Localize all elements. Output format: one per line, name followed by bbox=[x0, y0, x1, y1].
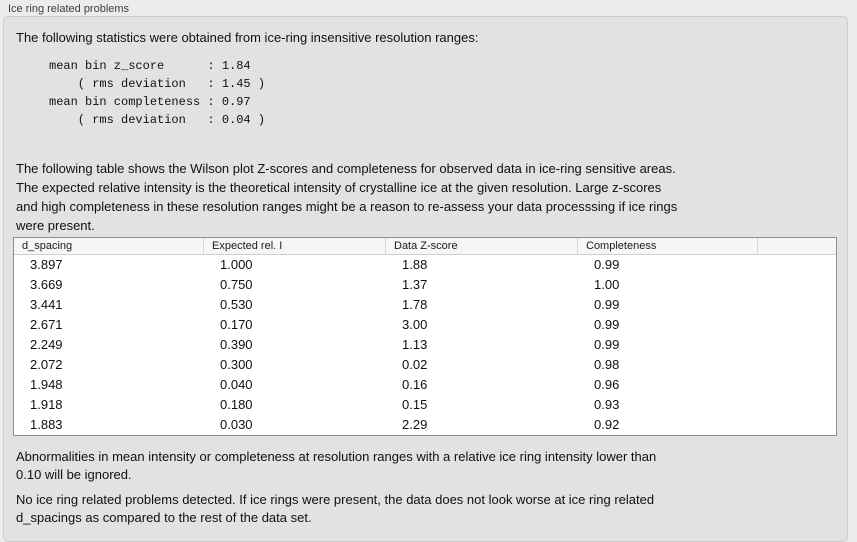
table-row[interactable]: 1.918 0.180 0.15 0.93 bbox=[14, 395, 836, 415]
table-cell bbox=[758, 295, 836, 315]
table-cell: 0.15 bbox=[402, 397, 428, 412]
table-cell: 0.93 bbox=[594, 397, 620, 412]
table-cell: 1.948 bbox=[30, 377, 63, 392]
ignore-threshold-note: Abnormalities in mean intensity or compl… bbox=[16, 449, 657, 482]
table-cell: 0.300 bbox=[220, 357, 253, 372]
table-cell: 3.441 bbox=[30, 297, 63, 312]
table-cell bbox=[758, 415, 836, 435]
column-header[interactable] bbox=[758, 238, 836, 254]
column-header[interactable]: Completeness bbox=[578, 238, 758, 254]
table-row[interactable]: 1.883 0.030 2.29 0.92 bbox=[14, 415, 836, 435]
table-cell: 0.99 bbox=[594, 297, 620, 312]
table-cell bbox=[758, 375, 836, 395]
table-header-row: d_spacing Expected rel. I Data Z-score Comp… bbox=[14, 238, 836, 255]
table-cell: 0.040 bbox=[220, 377, 253, 392]
stats-intro-text: The following statistics were obtained f… bbox=[16, 30, 479, 45]
table-cell bbox=[758, 335, 836, 355]
table-cell: 0.16 bbox=[402, 377, 428, 392]
table-cell bbox=[758, 395, 836, 415]
table-description: The following table shows the Wilson plo… bbox=[16, 161, 678, 233]
table-cell bbox=[758, 275, 836, 295]
table-cell: 1.13 bbox=[402, 337, 428, 352]
table-row[interactable]: 2.072 0.300 0.02 0.98 bbox=[14, 355, 836, 375]
table-cell: 1.37 bbox=[402, 277, 428, 292]
table-cell: 0.99 bbox=[594, 257, 620, 272]
table-row[interactable]: 1.948 0.040 0.16 0.96 bbox=[14, 375, 836, 395]
table-cell: 0.92 bbox=[594, 417, 620, 432]
table-cell: 1.00 bbox=[594, 277, 620, 292]
table-cell: 2.072 bbox=[30, 357, 63, 372]
table-cell bbox=[758, 255, 836, 275]
table-cell: 0.530 bbox=[220, 297, 253, 312]
table-cell: 2.671 bbox=[30, 317, 63, 332]
panel-title: Ice ring related problems bbox=[8, 3, 130, 15]
table-row[interactable]: 2.671 0.170 3.00 0.99 bbox=[14, 315, 836, 335]
table-cell: 1.000 bbox=[220, 257, 253, 272]
table-cell: 2.29 bbox=[402, 417, 428, 432]
table-cell bbox=[758, 355, 836, 375]
table-row[interactable]: 2.249 0.390 1.13 0.99 bbox=[14, 335, 836, 355]
table-cell: 1.918 bbox=[30, 397, 63, 412]
table-row[interactable]: 3.897 1.000 1.88 0.99 bbox=[14, 255, 836, 275]
table-cell: 3.897 bbox=[30, 257, 63, 272]
table-cell: 1.88 bbox=[402, 257, 428, 272]
table-body: 3.897 1.000 1.88 0.99 3.669 0.750 1.37 1.00 3.44… bbox=[14, 255, 836, 435]
panel-body: The following statistics were obtained f… bbox=[3, 16, 848, 542]
column-header[interactable]: Expected rel. I bbox=[204, 238, 386, 254]
table-row[interactable]: 3.669 0.750 1.37 1.00 bbox=[14, 275, 836, 295]
table-cell: 2.249 bbox=[30, 337, 63, 352]
table-cell: 0.02 bbox=[402, 357, 428, 372]
table-cell: 0.99 bbox=[594, 317, 620, 332]
table-cell: 3.669 bbox=[30, 277, 63, 292]
stats-block: mean bin z_score : 1.84 ( rms deviation … bbox=[49, 59, 266, 127]
column-header[interactable]: d_spacing bbox=[14, 238, 204, 254]
table-cell bbox=[758, 315, 836, 335]
ice-ring-table: d_spacing Expected rel. I Data Z-score Comp… bbox=[13, 237, 837, 436]
table-cell: 0.99 bbox=[594, 337, 620, 352]
table-cell: 0.750 bbox=[220, 277, 253, 292]
conclusion-text: No ice ring related problems detected. I… bbox=[16, 492, 655, 525]
table-cell: 0.98 bbox=[594, 357, 620, 372]
column-header[interactable]: Data Z-score bbox=[386, 238, 578, 254]
table-cell: 3.00 bbox=[402, 317, 428, 332]
table-cell: 0.390 bbox=[220, 337, 253, 352]
table-cell: 0.180 bbox=[220, 397, 253, 412]
table-row[interactable]: 3.441 0.530 1.78 0.99 bbox=[14, 295, 836, 315]
table-cell: 0.96 bbox=[594, 377, 620, 392]
table-cell: 1.883 bbox=[30, 417, 63, 432]
table-cell: 0.170 bbox=[220, 317, 253, 332]
table-cell: 1.78 bbox=[402, 297, 428, 312]
table-cell: 0.030 bbox=[220, 417, 253, 432]
